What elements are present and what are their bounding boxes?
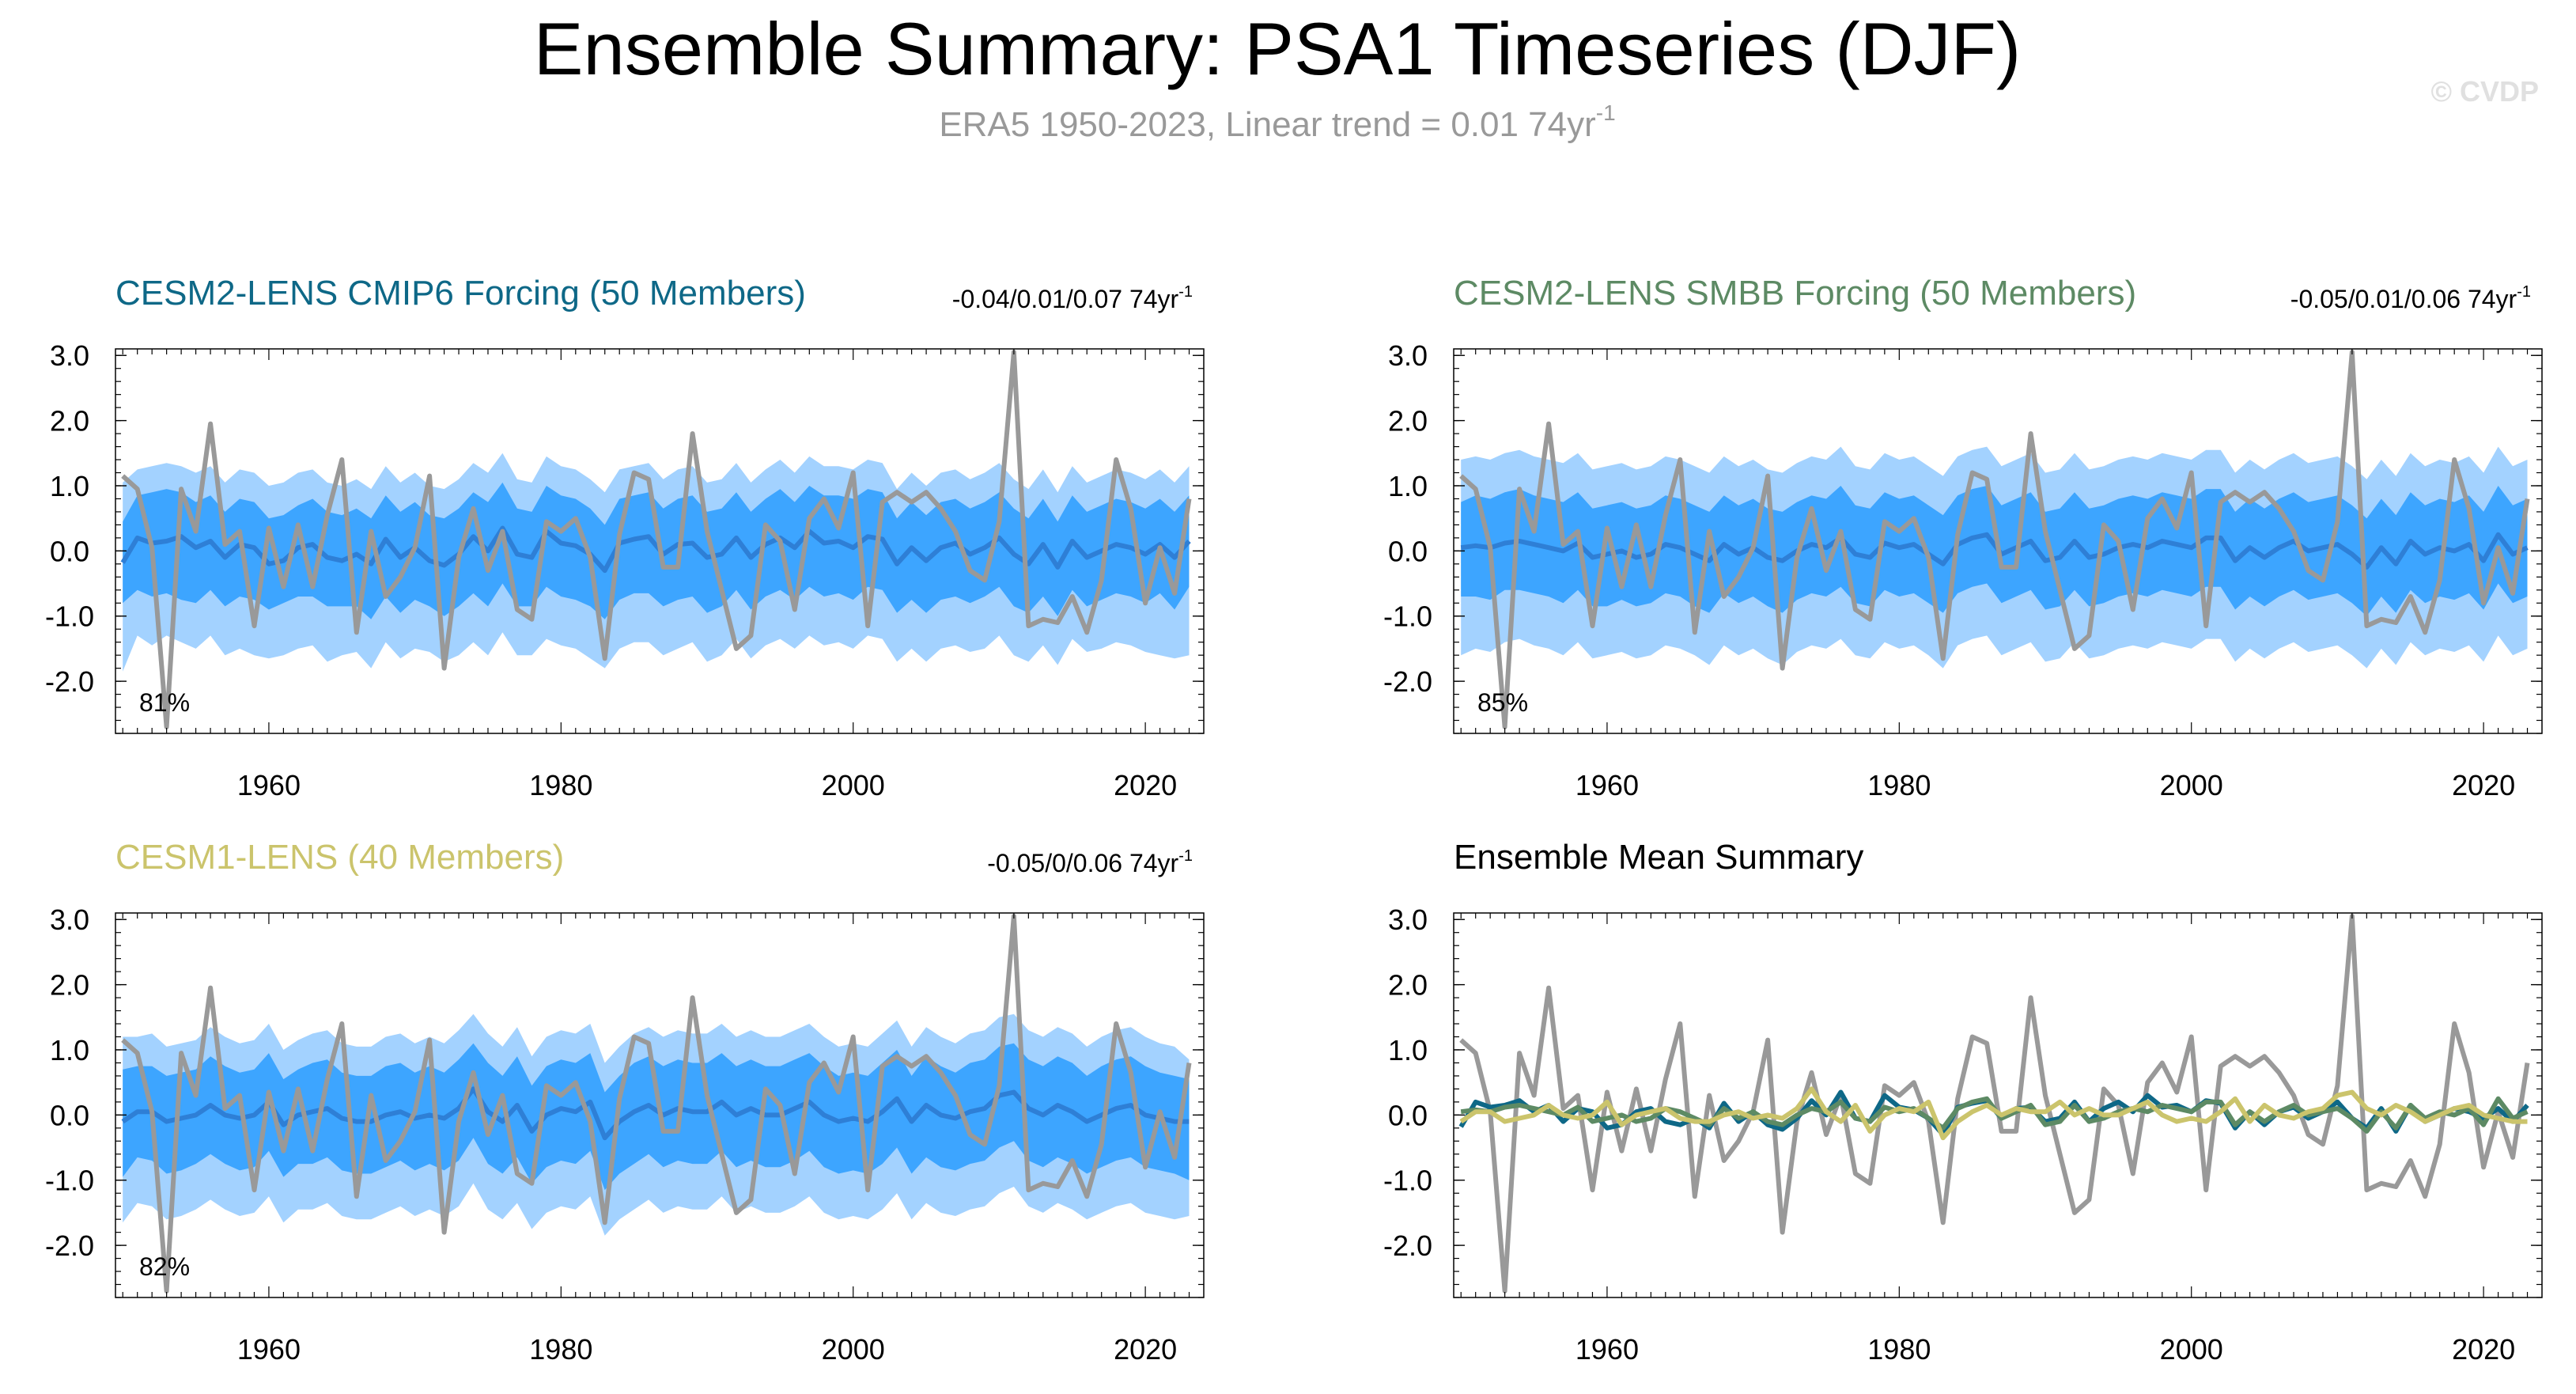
figure-subtitle: ERA5 1950-2023, Linear trend = 0.01 74yr… xyxy=(939,100,1615,144)
panel-title-1: CESM2-LENS CMIP6 Forcing (50 Members) xyxy=(115,274,806,313)
panel-trend-text: -0.04/0.01/0.07 74yr xyxy=(952,285,1179,313)
x-tick-label: 2020 xyxy=(1114,769,1177,801)
x-tick-label: 2020 xyxy=(1114,1333,1177,1366)
y-tick-label: -2.0 xyxy=(45,1229,94,1262)
y-tick-label: 1.0 xyxy=(50,470,89,502)
plot-frame-2 xyxy=(1453,348,2543,734)
panel-title-2: CESM2-LENS SMBB Forcing (50 Members) xyxy=(1454,274,2136,313)
x-tick-label: 1960 xyxy=(1575,769,1639,801)
band-10-90 xyxy=(1461,486,2528,616)
y-tick-label: 3.0 xyxy=(50,903,89,936)
observed-line xyxy=(1459,350,2530,729)
panel-trend-3: -0.05/0/0.06 74yr-1 xyxy=(987,847,1193,877)
y-tick-label: 3.0 xyxy=(50,339,89,372)
summary-mean-line xyxy=(1459,1086,2528,1141)
plot-frame-3 xyxy=(115,912,1205,1298)
band-10-90 xyxy=(123,482,1190,619)
figure-subtitle-text: ERA5 1950-2023, Linear trend = 0.01 74yr xyxy=(939,105,1595,144)
x-tick-label: 2020 xyxy=(2452,769,2515,801)
panel-trend-sup: -1 xyxy=(1178,847,1193,865)
plot-frame-1 xyxy=(115,348,1205,734)
y-tick-label: 1.0 xyxy=(1388,470,1428,502)
y-tick-label: -1.0 xyxy=(1383,1165,1432,1197)
copyright-label: © CVDP xyxy=(2430,75,2539,108)
panel-percent-2: 85% xyxy=(1477,688,1528,717)
y-tick-label: 1.0 xyxy=(50,1034,89,1066)
y-tick-label: 3.0 xyxy=(1388,903,1428,936)
figure-title: Ensemble Summary: PSA1 Timeseries (DJF) xyxy=(534,7,2021,90)
ensemble-mean-line xyxy=(121,1086,1190,1141)
y-tick-label: 2.0 xyxy=(50,969,89,1002)
y-tick-label: 0.0 xyxy=(1388,535,1428,567)
y-tick-label: -1.0 xyxy=(45,600,94,633)
x-tick-label: 1980 xyxy=(1867,769,1931,801)
x-tick-label: 1960 xyxy=(237,1333,301,1366)
y-tick-label: -2.0 xyxy=(1383,665,1432,698)
y-tick-label: 1.0 xyxy=(1388,1034,1428,1066)
y-tick-label: -1.0 xyxy=(1383,600,1432,633)
figure-subtitle-sup: -1 xyxy=(1596,100,1616,125)
y-tick-label: 2.0 xyxy=(1388,405,1428,438)
panel-3: CESM1-LENS (40 Members) -0.05/0/0.06 74yr… xyxy=(45,838,1205,1366)
observed-line xyxy=(121,914,1192,1294)
ensemble-mean-line xyxy=(120,525,1191,574)
panel-title-4: Ensemble Mean Summary xyxy=(1454,838,1863,877)
panel-trend-text: -0.05/0.01/0.06 74yr xyxy=(2290,285,2517,313)
panel-trend-1: -0.04/0.01/0.07 74yr-1 xyxy=(952,283,1193,313)
y-tick-label: -2.0 xyxy=(45,665,94,698)
observed-line xyxy=(1459,914,2530,1294)
panel-percent-3: 82% xyxy=(139,1252,190,1281)
x-tick-label: 1980 xyxy=(529,1333,592,1366)
panel-4: Ensemble Mean Summary 3.0 2.0 1.0 0.0 -1.0 -2.… xyxy=(1383,838,2543,1366)
x-tick-label: 2000 xyxy=(822,1333,885,1366)
y-tick-label: -1.0 xyxy=(45,1165,94,1197)
panel-1: CESM2-LENS CMIP6 Forcing (50 Members) -0.… xyxy=(45,274,1205,801)
plot-frame-4 xyxy=(1453,912,2543,1298)
x-tick-label: 2000 xyxy=(822,769,885,801)
x-tick-label: 2000 xyxy=(2160,1333,2223,1366)
panel-trend-2: -0.05/0.01/0.06 74yr-1 xyxy=(2290,283,2531,313)
y-tick-label: 2.0 xyxy=(50,405,89,438)
x-tick-label: 1960 xyxy=(237,769,301,801)
observed-line xyxy=(121,350,1192,729)
panel-trend-sup: -1 xyxy=(1178,283,1193,301)
x-tick-label: 1980 xyxy=(1867,1333,1931,1366)
y-tick-label: -2.0 xyxy=(1383,1229,1432,1262)
y-tick-label: 0.0 xyxy=(1388,1099,1428,1131)
x-tick-label: 2000 xyxy=(2160,769,2223,801)
y-tick-label: 0.0 xyxy=(50,1099,89,1131)
panel-trend-sup: -1 xyxy=(2517,283,2531,301)
y-tick-label: 0.0 xyxy=(50,535,89,567)
x-tick-label: 2020 xyxy=(2452,1333,2515,1366)
panel-title-3: CESM1-LENS (40 Members) xyxy=(115,838,564,877)
x-tick-label: 1980 xyxy=(529,769,592,801)
x-tick-label: 1960 xyxy=(1575,1333,1639,1366)
panels-group: CESM2-LENS CMIP6 Forcing (50 Members) -0.… xyxy=(45,274,2543,1366)
panel-percent-1: 81% xyxy=(139,688,190,717)
panel-2: CESM2-LENS SMBB Forcing (50 Members) -0.0… xyxy=(1383,274,2543,801)
y-tick-label: 2.0 xyxy=(1388,969,1428,1002)
panel-trend-text: -0.05/0/0.06 74yr xyxy=(987,849,1178,877)
y-tick-label: 3.0 xyxy=(1388,339,1428,372)
ensemble-mean-line xyxy=(1460,532,2529,570)
